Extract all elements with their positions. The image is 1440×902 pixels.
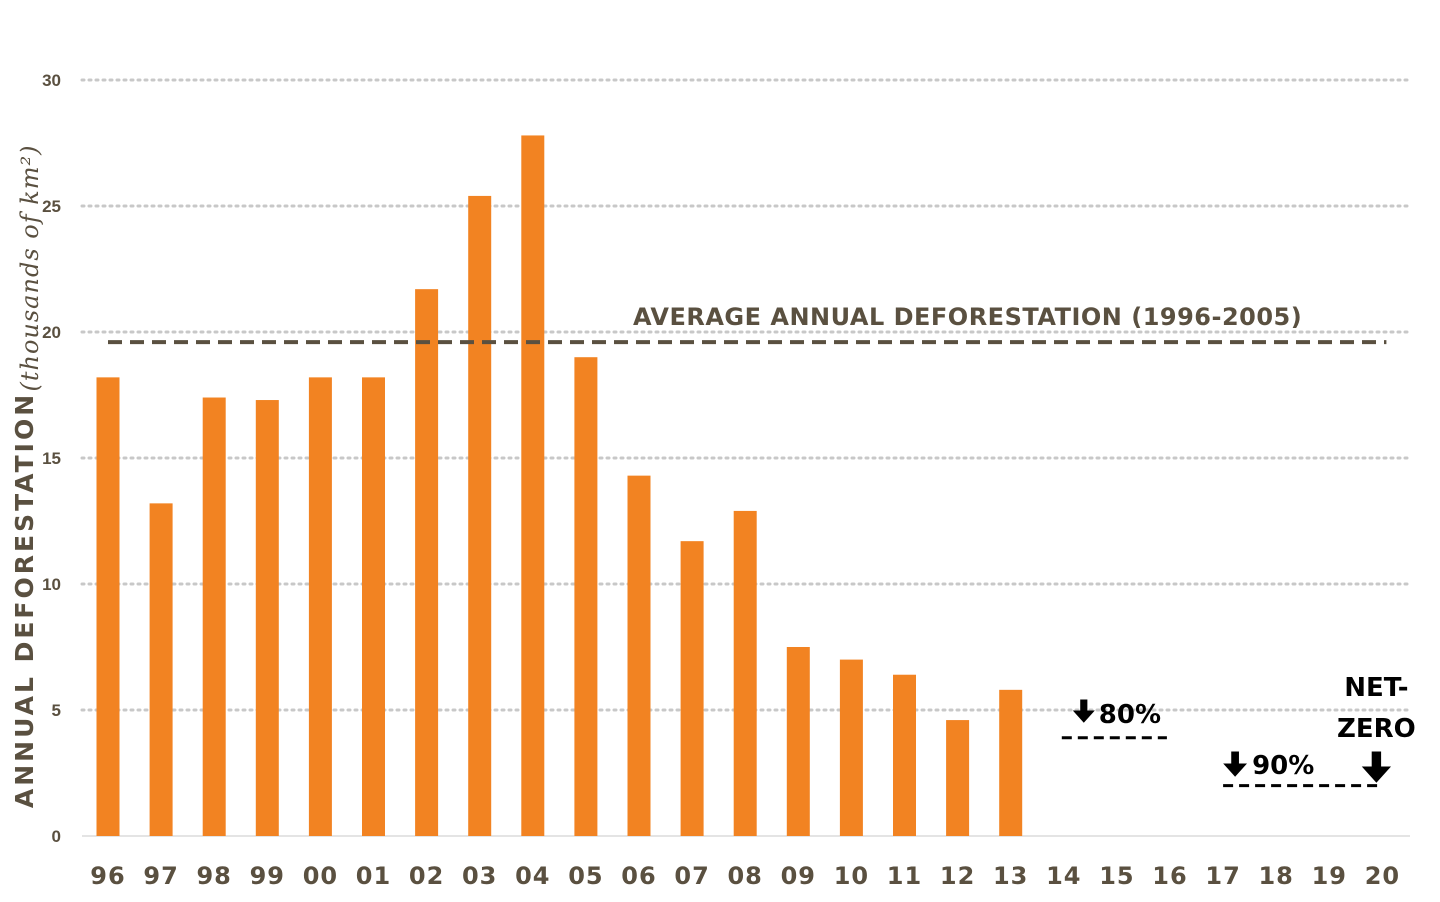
bar — [255, 400, 279, 836]
svg-text:ANNUAL DEFORESTATION: ANNUAL DEFORESTATION — [10, 392, 39, 808]
bar — [999, 689, 1023, 836]
y-tick-label: 30 — [42, 71, 61, 90]
x-tick-label: 02 — [409, 862, 444, 890]
bar — [574, 357, 598, 836]
y-tick-label: 0 — [52, 827, 61, 846]
x-tick-label: 12 — [940, 862, 975, 890]
target-80-label: 80% — [1099, 700, 1161, 730]
bar — [96, 377, 120, 836]
y-tick-label: 15 — [42, 449, 61, 468]
x-tick-label: 18 — [1258, 862, 1293, 890]
bar — [362, 377, 385, 836]
y-tick-label: 20 — [42, 323, 61, 342]
net-zero-label-line1: NET- — [1344, 673, 1408, 703]
bars — [96, 135, 1023, 837]
down-arrow-icon — [1072, 699, 1095, 723]
bar — [946, 720, 970, 836]
average-label: AVERAGE ANNUAL DEFORESTATION (1996-2005) — [633, 303, 1302, 331]
bar — [149, 503, 173, 836]
bar — [680, 541, 704, 836]
bar — [468, 195, 492, 837]
x-tick-label: 97 — [143, 862, 178, 890]
bar — [893, 674, 916, 836]
bar — [627, 475, 651, 836]
x-tick-label: 20 — [1365, 862, 1400, 890]
x-tick-label: 09 — [781, 862, 816, 890]
y-axis-title: ANNUAL DEFORESTATION — [10, 392, 39, 808]
x-tick-label: 06 — [621, 862, 656, 890]
x-tick-label: 08 — [727, 862, 762, 890]
bar — [521, 135, 545, 836]
average-line-group: AVERAGE ANNUAL DEFORESTATION (1996-2005) — [108, 303, 1387, 345]
x-tick-label: 05 — [568, 862, 603, 890]
y-axis-label: ANNUAL DEFORESTATION — [10, 392, 39, 808]
y-tick-label: 10 — [42, 575, 61, 594]
y-axis-unit-label: (thousands of km²) — [16, 144, 44, 391]
y-axis-unit: (thousands of km²) — [16, 144, 44, 391]
target-90-label: 90% — [1252, 751, 1314, 781]
bar — [786, 647, 810, 836]
x-tick-label: 10 — [834, 862, 869, 890]
y-axis-ticks: 0 5 10 15 20 25 30 — [42, 71, 61, 846]
x-axis-ticks: 96 97 98 99 00 01 02 03 04 05 06 07 08 09 10 11 12 13 14 15… — [90, 862, 1400, 890]
x-tick-label: 03 — [462, 862, 497, 890]
down-arrow-icon — [1223, 751, 1248, 777]
x-tick-label: 19 — [1312, 862, 1347, 890]
net-zero-label-line2: ZERO — [1337, 714, 1416, 744]
x-tick-label: 99 — [250, 862, 285, 890]
x-tick-label: 01 — [356, 862, 391, 890]
target-markers: 80% 90% NET- ZERO — [1061, 673, 1416, 788]
y-tick-label: 5 — [52, 701, 61, 720]
bar — [733, 510, 757, 836]
x-tick-label: 04 — [515, 862, 550, 890]
bar — [415, 289, 439, 836]
x-tick-label: 96 — [90, 862, 125, 890]
y-tick-label: 25 — [42, 197, 61, 216]
bar — [839, 659, 863, 836]
x-tick-label: 98 — [196, 862, 231, 890]
x-tick-label: 07 — [674, 862, 709, 890]
x-tick-label: 15 — [1099, 862, 1134, 890]
x-tick-label: 16 — [1152, 862, 1187, 890]
x-tick-label: 14 — [1046, 862, 1081, 890]
x-tick-label: 00 — [303, 862, 338, 890]
x-tick-label: 11 — [887, 862, 922, 890]
x-tick-label: 13 — [993, 862, 1028, 890]
down-arrow-icon — [1361, 751, 1392, 783]
x-tick-label: 17 — [1205, 862, 1240, 890]
bar — [308, 377, 332, 836]
bar — [202, 397, 226, 836]
